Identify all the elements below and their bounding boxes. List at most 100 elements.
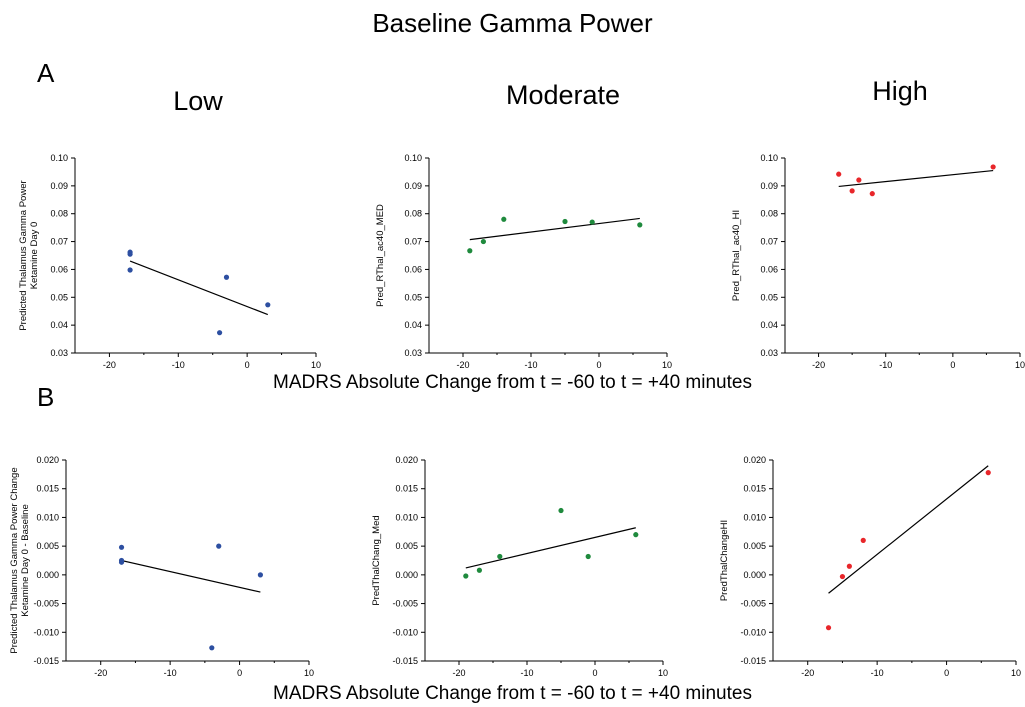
y-tick-label-a-high: 0.08 xyxy=(760,209,778,219)
x-tick-label-a-moderate: -10 xyxy=(524,360,537,370)
data-point-a-low xyxy=(223,274,230,280)
x-tick-label-b-moderate: -20 xyxy=(452,668,465,678)
y-tick-label-a-moderate: 0.03 xyxy=(404,348,422,358)
x-tick-label-a-low: 0 xyxy=(245,360,250,370)
y-tick-label-b-high: 0.015 xyxy=(743,484,766,494)
x-tick-label-a-high: -20 xyxy=(812,360,825,370)
data-point-a-low xyxy=(127,267,133,273)
x-tick-label-b-high: -10 xyxy=(871,668,884,678)
y-tick-label-b-high: 0.010 xyxy=(743,512,766,522)
data-point-a-high xyxy=(856,177,862,183)
y-tick-label-b-high: -0.005 xyxy=(740,599,766,609)
y-tick-label-b-moderate: 0.005 xyxy=(395,541,418,551)
x-tick-label-a-moderate: -20 xyxy=(456,360,469,370)
panel-label-b: B xyxy=(37,382,55,412)
y-axis-label-b-high: PredThalChangeHI xyxy=(719,520,730,601)
y-tick-label-b-high: 0.020 xyxy=(743,455,766,465)
x-tick-label-b-low: -10 xyxy=(164,668,177,678)
y-tick-label-b-moderate: -0.005 xyxy=(392,599,418,609)
x-tick-label-a-moderate: 0 xyxy=(596,360,601,370)
y-tick-label-b-low: -0.015 xyxy=(33,656,59,666)
fit-line-b-moderate xyxy=(465,527,636,569)
y-tick-label-a-moderate: 0.08 xyxy=(404,209,422,219)
data-point-a-moderate xyxy=(589,219,595,225)
column-title-moderate: Moderate xyxy=(505,80,621,110)
y-tick-label-b-moderate: 0.010 xyxy=(395,512,418,522)
y-tick-label-b-low: 0.020 xyxy=(36,455,59,465)
y-tick-label-a-low: 0.09 xyxy=(50,181,68,191)
y-tick-label-b-moderate: -0.015 xyxy=(392,656,418,666)
y-tick-label-a-moderate: 0.09 xyxy=(404,181,422,191)
y-tick-label-b-high: -0.010 xyxy=(740,627,766,637)
y-tick-label-b-moderate: 0.015 xyxy=(395,484,418,494)
data-point-b-moderate xyxy=(633,532,639,538)
y-tick-label-a-moderate: 0.04 xyxy=(404,320,422,330)
fit-line-b-high xyxy=(828,465,989,594)
data-point-b-low xyxy=(118,559,125,565)
y-axis-label-b-moderate: PredThalChang_Med xyxy=(371,515,382,605)
data-point-a-moderate xyxy=(501,216,507,222)
data-point-b-moderate xyxy=(476,567,482,573)
y-tick-label-a-moderate: 0.07 xyxy=(404,237,422,247)
data-point-b-high xyxy=(985,470,991,476)
x-tick-label-a-high: -10 xyxy=(879,360,892,370)
y-tick-label-a-moderate: 0.06 xyxy=(404,264,422,274)
data-point-a-high xyxy=(869,191,875,197)
y-tick-label-a-low: 0.10 xyxy=(50,153,68,163)
x-tick-label-b-high: -20 xyxy=(801,668,814,678)
figure-title: Baseline Gamma Power xyxy=(372,8,653,38)
y-tick-label-a-low: 0.08 xyxy=(50,209,68,219)
y-tick-label-b-low: -0.010 xyxy=(33,627,59,637)
data-point-a-low xyxy=(127,251,133,257)
y-tick-label-b-low: 0.000 xyxy=(36,570,59,580)
y-tick-label-b-low: -0.005 xyxy=(33,599,59,609)
x-tick-label-a-low: -10 xyxy=(172,360,185,370)
data-point-a-moderate xyxy=(562,218,568,225)
data-point-b-low xyxy=(216,543,222,549)
y-tick-label-a-low: 0.03 xyxy=(50,348,68,358)
y-tick-label-b-low: 0.015 xyxy=(36,484,59,494)
fit-line-a-low xyxy=(129,260,269,316)
x-tick-label-b-high: 10 xyxy=(1011,668,1021,678)
y-axis-label-a-moderate: Pred_RThal_ac40_MED xyxy=(375,204,386,307)
data-point-b-high xyxy=(825,625,832,631)
fit-line-a-high xyxy=(838,169,994,188)
x-tick-label-b-moderate: 0 xyxy=(592,668,597,678)
x-tick-label-a-low: 10 xyxy=(311,360,321,370)
data-point-b-high xyxy=(846,563,852,569)
y-tick-label-a-low: 0.05 xyxy=(50,292,68,302)
fit-line-b-low xyxy=(121,559,261,593)
data-point-a-moderate xyxy=(480,238,486,245)
y-axis-label-b-low: Predicted Thalamus Gamma Power ChangeKet… xyxy=(9,467,31,653)
column-title-low: Low xyxy=(173,86,223,116)
data-point-a-high xyxy=(849,188,855,194)
x-tick-label-b-moderate: 10 xyxy=(658,668,668,678)
panel-label-a: A xyxy=(37,58,55,88)
y-tick-label-a-high: 0.10 xyxy=(760,153,778,163)
data-point-b-moderate xyxy=(558,507,564,514)
x-tick-label-a-high: 0 xyxy=(950,360,955,370)
y-tick-label-a-high: 0.03 xyxy=(760,348,778,358)
y-tick-label-a-high: 0.04 xyxy=(760,320,778,330)
data-point-b-moderate xyxy=(463,573,469,579)
y-tick-label-a-high: 0.09 xyxy=(760,181,778,191)
x-tick-label-b-low: -20 xyxy=(94,668,107,678)
data-point-b-high xyxy=(839,573,846,580)
y-tick-label-b-moderate: 0.000 xyxy=(395,570,418,580)
data-point-a-high xyxy=(990,164,996,170)
y-tick-label-a-low: 0.04 xyxy=(50,320,68,330)
y-tick-label-a-moderate: 0.10 xyxy=(404,153,422,163)
y-axis-label-a-high: Pred_RThal_ac40_HI xyxy=(731,210,742,301)
shared-x-axis-label-a: MADRS Absolute Change from t = -60 to t … xyxy=(273,372,752,393)
y-tick-label-b-moderate: -0.010 xyxy=(392,627,418,637)
x-tick-label-a-high: 10 xyxy=(1015,360,1025,370)
data-point-a-moderate xyxy=(637,222,643,228)
x-tick-label-a-low: -20 xyxy=(103,360,116,370)
y-tick-label-b-low: 0.010 xyxy=(36,512,59,522)
y-tick-label-b-moderate: 0.020 xyxy=(395,455,418,465)
y-tick-label-a-high: 0.07 xyxy=(760,237,778,247)
x-tick-label-b-low: 0 xyxy=(237,668,242,678)
fit-line-a-moderate xyxy=(469,217,640,241)
x-tick-label-b-high: 0 xyxy=(944,668,949,678)
data-point-a-high xyxy=(836,171,842,177)
